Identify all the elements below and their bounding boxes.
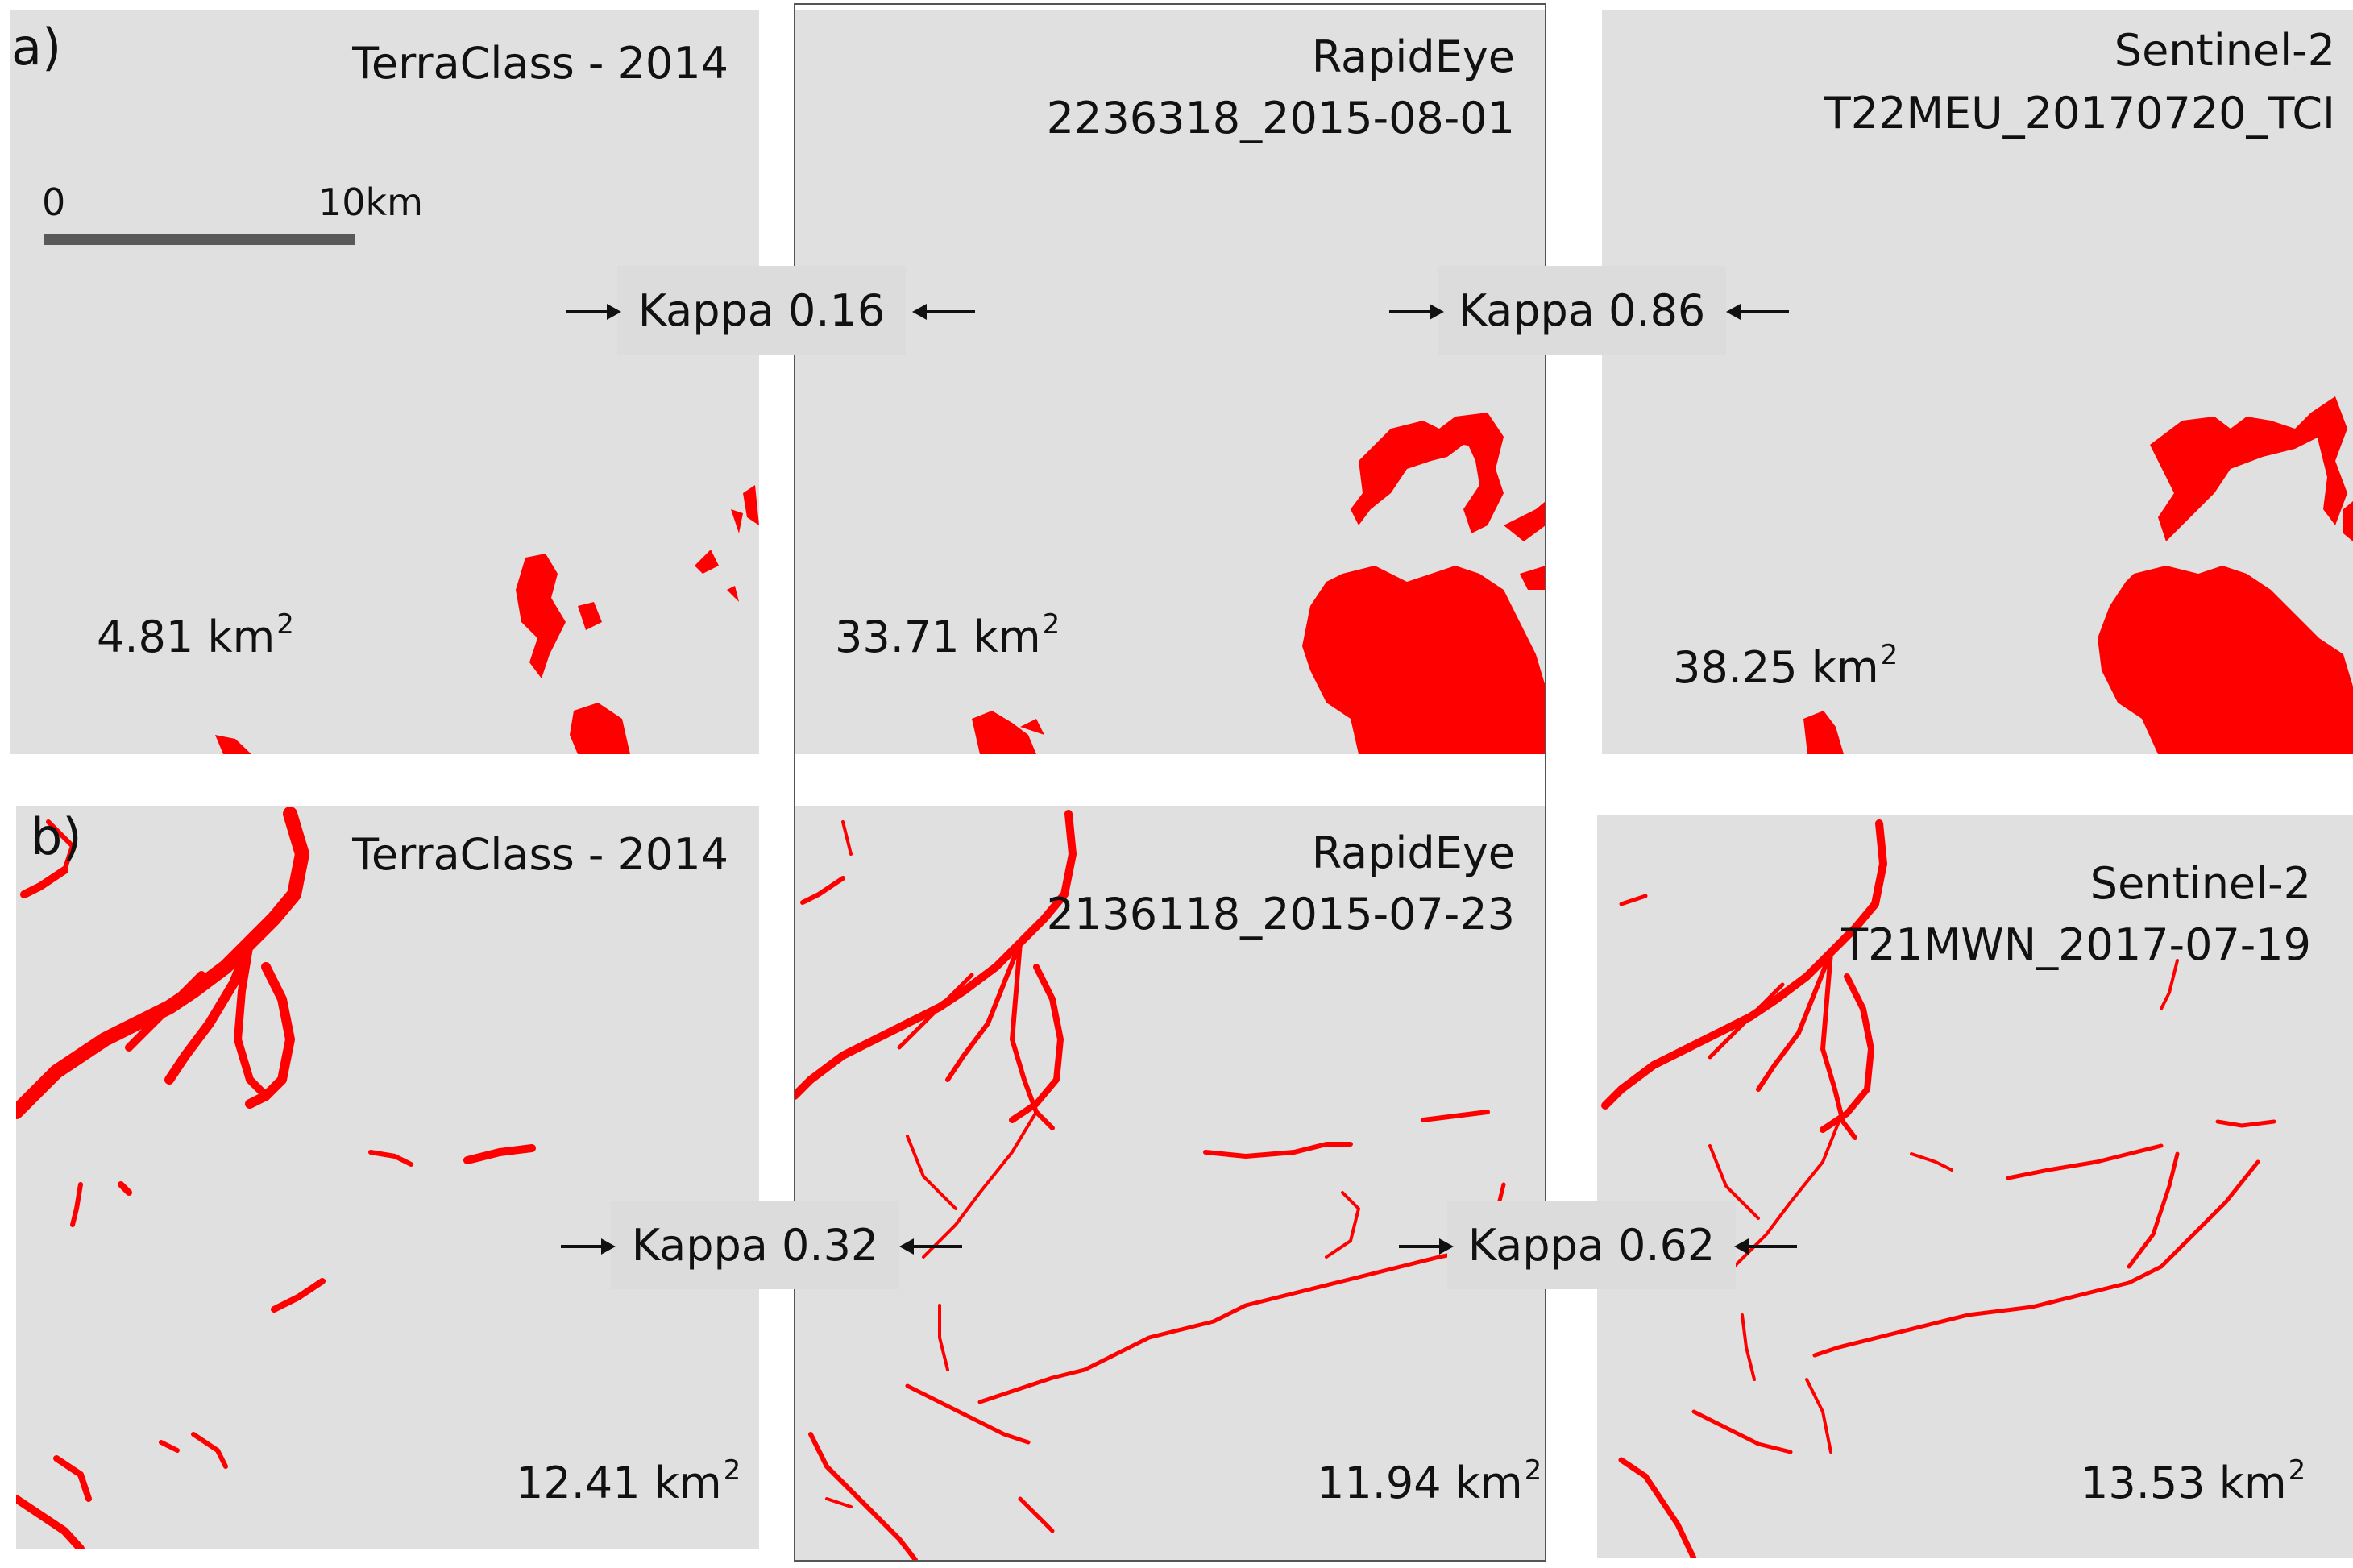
area-value: 11.94 km bbox=[1317, 1458, 1523, 1508]
arrow-right-icon bbox=[1389, 304, 1444, 320]
arrow-right-icon bbox=[561, 1238, 616, 1255]
panel-a-terraclass-title: TerraClass - 2014 bbox=[352, 38, 728, 89]
kappa-box-a1: Kappa 0.16 bbox=[617, 266, 906, 355]
arrow-left-icon bbox=[1734, 1238, 1797, 1255]
panel-a-sentinel-title-2: T22MEU_20170720_TCI bbox=[1824, 88, 2335, 139]
panel-a-sentinel bbox=[1602, 10, 2353, 754]
area-value: 13.53 km bbox=[2081, 1458, 2287, 1508]
panel-a-terraclass-area: 4.81 km2 bbox=[97, 611, 294, 659]
panel-a-terraclass bbox=[10, 10, 759, 754]
panel-a-sentinel-title-1: Sentinel-2 bbox=[2114, 25, 2335, 76]
panel-b-terraclass bbox=[16, 806, 759, 1549]
panel-b-terraclass-area: 12.41 km2 bbox=[516, 1457, 741, 1505]
scale-bar bbox=[44, 234, 355, 245]
panel-b-rapideye-title-2: 2136118_2015-07-23 bbox=[1046, 889, 1515, 940]
arrow-right-icon bbox=[566, 304, 621, 320]
arrow-left-icon bbox=[912, 304, 975, 320]
area-value: 38.25 km bbox=[1673, 642, 1879, 693]
panel-b-terraclass-title: TerraClass - 2014 bbox=[352, 829, 728, 880]
arrow-left-icon bbox=[899, 1238, 962, 1255]
panel-label-a: a) bbox=[11, 18, 62, 77]
panel-a-sentinel-area: 38.25 km2 bbox=[1673, 641, 1898, 690]
scale-bar-start-label: 0 bbox=[42, 180, 66, 224]
area-sup: 2 bbox=[1524, 1454, 1542, 1487]
panel-b-sentinel-title-2: T21MWN_2017-07-19 bbox=[1841, 919, 2311, 970]
water-map-b-terraclass bbox=[16, 807, 536, 1549]
arrow-left-icon bbox=[1726, 304, 1789, 320]
area-value: 33.71 km bbox=[835, 612, 1041, 662]
area-value: 12.41 km bbox=[516, 1458, 722, 1508]
area-sup: 2 bbox=[723, 1454, 741, 1487]
kappa-box-b1: Kappa 0.32 bbox=[611, 1201, 899, 1289]
panel-b-sentinel-area: 13.53 km2 bbox=[2081, 1457, 2305, 1505]
panel-a-rapideye-area: 33.71 km2 bbox=[835, 611, 1060, 659]
panel-a-rapideye-title-1: RapidEye bbox=[1311, 31, 1515, 82]
panel-b-rapideye-title-1: RapidEye bbox=[1311, 828, 1515, 878]
panel-a-rapideye bbox=[795, 10, 1546, 754]
water-map-a-terraclass bbox=[215, 485, 759, 754]
area-sup: 2 bbox=[1880, 639, 1899, 671]
panel-b-sentinel-title-1: Sentinel-2 bbox=[2089, 858, 2311, 909]
scale-bar-end-label: 10km bbox=[318, 180, 423, 224]
area-value: 4.81 km bbox=[97, 612, 276, 662]
panel-label-b: b) bbox=[31, 807, 82, 866]
kappa-box-b2: Kappa 0.62 bbox=[1447, 1201, 1736, 1289]
arrow-right-icon bbox=[1399, 1238, 1454, 1255]
panel-b-rapideye-area: 11.94 km2 bbox=[1317, 1457, 1542, 1505]
area-sup: 2 bbox=[276, 608, 294, 641]
water-map-b-sentinel bbox=[1601, 819, 2276, 1558]
panel-a-rapideye-title-2: 2236318_2015-08-01 bbox=[1046, 93, 1515, 143]
kappa-box-a2: Kappa 0.86 bbox=[1438, 266, 1726, 355]
water-map-a-rapideye bbox=[972, 413, 1546, 754]
panel-b-rapideye bbox=[795, 806, 1546, 1560]
water-map-a-sentinel bbox=[1803, 396, 2353, 754]
area-sup: 2 bbox=[1042, 608, 1060, 641]
area-sup: 2 bbox=[2288, 1454, 2306, 1487]
water-map-b-rapideye bbox=[795, 810, 1506, 1560]
panel-b-sentinel bbox=[1597, 815, 2353, 1558]
